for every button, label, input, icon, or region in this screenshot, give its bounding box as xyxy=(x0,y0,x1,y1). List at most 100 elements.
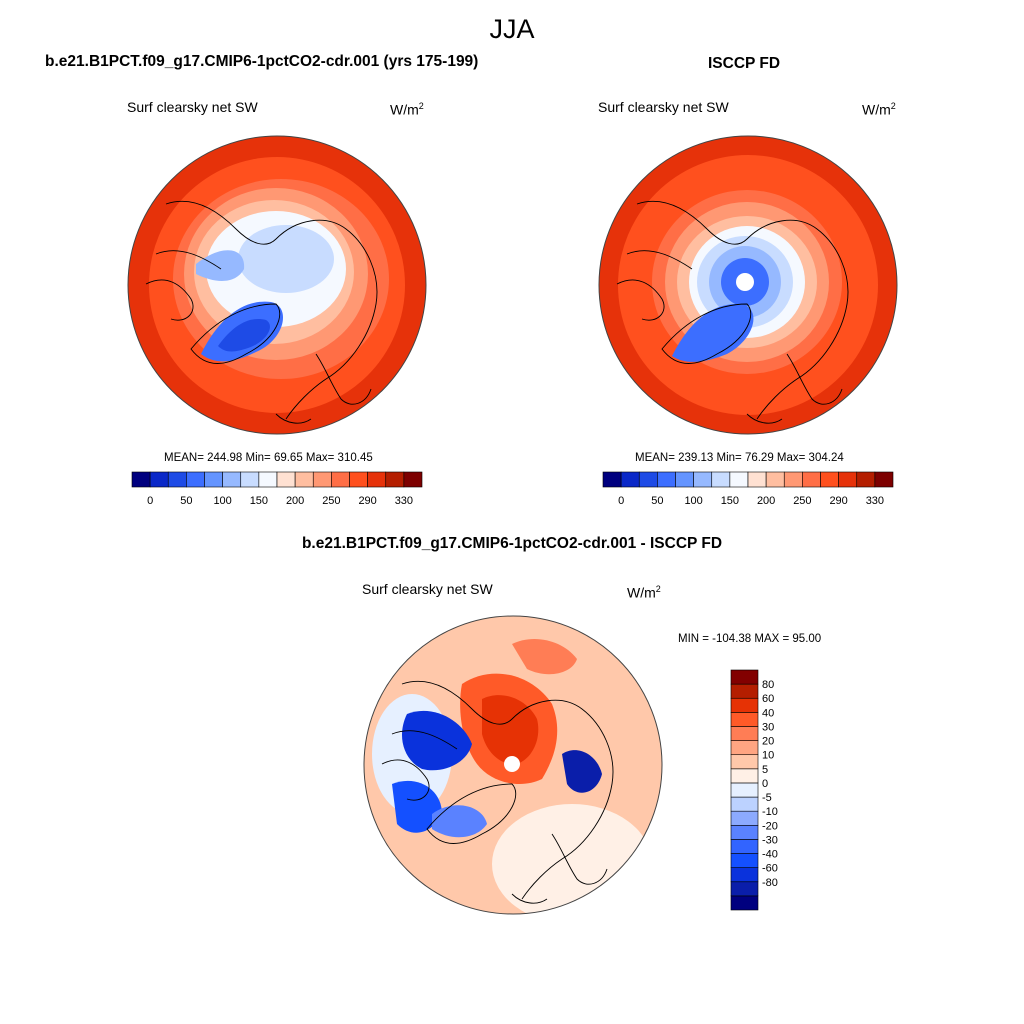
obs-colorbar-cell xyxy=(638,471,658,488)
model-colorbar-cell xyxy=(131,471,151,488)
model-polar-map xyxy=(127,135,427,435)
diff-polar-hole xyxy=(504,756,520,772)
obs-colorbar-cell xyxy=(675,471,694,488)
obs-colorbar-cell xyxy=(765,471,785,488)
model-greenland-lowest xyxy=(218,319,270,352)
diff-field-band-minus20 xyxy=(432,805,487,838)
model-colorbar-tick-label: 290 xyxy=(358,495,376,507)
model-colorbar-cell xyxy=(331,471,350,488)
obs-colorbar-cell xyxy=(838,471,858,488)
diff-colorbar-cell xyxy=(730,824,759,840)
model-coastlines xyxy=(145,200,378,424)
diff-colorbar-tick-label: -80 xyxy=(762,877,778,889)
obs-colorbar-tick-label: 50 xyxy=(651,495,663,507)
diff-colorbar-cell xyxy=(730,839,759,854)
obs-colorbar-cell xyxy=(856,471,876,488)
model-colorbar-cell xyxy=(294,471,314,488)
model-colorbar-cell xyxy=(204,471,223,488)
diff-colorbar-cell xyxy=(730,683,759,699)
obs-colorbar-tick-label: 250 xyxy=(793,495,811,507)
diff-colorbar-tick-label: -40 xyxy=(762,849,778,861)
obs-coastlines xyxy=(616,200,849,424)
obs-colorbar-cell xyxy=(747,471,767,488)
model-panel-title: b.e21.B1PCT.f09_g17.CMIP6-1pctCO2-cdr.00… xyxy=(45,53,479,70)
obs-colorbar: 0 50 100 150 200 250 290 330 xyxy=(602,471,894,507)
model-field-band-150 xyxy=(238,225,334,293)
diff-colorbar-cell xyxy=(730,796,759,812)
diff-field-band-30 xyxy=(512,639,577,675)
diff-colorbar-tick-label: 5 xyxy=(762,764,768,776)
model-colorbar-tick-label: 50 xyxy=(180,495,192,507)
diff-coastlines xyxy=(381,680,614,904)
diff-colorbar-tick-label: 80 xyxy=(762,679,774,691)
obs-map-outline xyxy=(598,135,898,435)
obs-panel-title: ISCCP FD xyxy=(708,55,781,72)
obs-units: W/m2 xyxy=(862,101,896,118)
model-units: W/m2 xyxy=(390,101,424,118)
model-archipelago xyxy=(196,250,245,281)
diff-colorbar-cell xyxy=(730,726,759,741)
diff-colorbar-cell xyxy=(730,881,759,897)
diff-colorbar-cell xyxy=(730,768,759,784)
diff-colorbar: 80 60 40 30 20 10 5 0 -5 -10 -20 -30 -40 -60 -80 xyxy=(730,669,778,911)
diff-field-band-minus60 xyxy=(562,750,602,793)
model-colorbar-cell xyxy=(258,471,278,488)
model-colorbar-cell xyxy=(349,471,368,488)
obs-colorbar-cell xyxy=(657,471,676,488)
diff-colorbar-tick-label: 30 xyxy=(762,721,774,733)
model-colorbar-cell xyxy=(403,471,423,488)
model-colorbar-cell xyxy=(385,471,405,488)
diff-colorbar-tick-label: -60 xyxy=(762,863,778,875)
obs-colorbar-tick-label: 290 xyxy=(829,495,847,507)
diff-colorbar-cell xyxy=(730,853,759,868)
obs-colorbar-cell xyxy=(820,471,839,488)
model-colorbar: 0 50 100 150 200 250 290 330 xyxy=(131,471,423,507)
diff-colorbar-cell xyxy=(730,867,759,883)
model-colorbar-tick-label: 330 xyxy=(395,495,413,507)
diff-colorbar-tick-label: 0 xyxy=(762,778,768,790)
model-colorbar-cell xyxy=(312,471,332,488)
diff-colorbar-cell xyxy=(730,697,759,713)
obs-colorbar-cell xyxy=(729,471,749,488)
diff-field-band-60 xyxy=(482,695,539,765)
diff-panel-title: b.e21.B1PCT.f09_g17.CMIP6-1pctCO2-cdr.00… xyxy=(301,535,723,552)
diff-colorbar-tick-label: -5 xyxy=(762,792,772,804)
obs-colorbar-cell xyxy=(783,471,803,488)
diff-colorbar-tick-label: -30 xyxy=(762,834,778,846)
diff-field-band-minus30 xyxy=(392,780,442,833)
diff-variable-label: Surf clearsky net SW xyxy=(362,581,493,597)
model-colorbar-cell xyxy=(222,471,242,488)
obs-colorbar-cell xyxy=(602,471,622,488)
diff-colorbar-cell xyxy=(730,895,759,911)
model-stats: MEAN= 244.98 Min= 69.65 Max= 310.45 xyxy=(164,452,373,464)
diff-polar-map xyxy=(363,615,663,915)
diff-field-band-minus40 xyxy=(402,710,472,771)
obs-colorbar-tick-label: 150 xyxy=(721,495,739,507)
obs-colorbar-tick-label: 330 xyxy=(866,495,884,507)
model-colorbar-tick-label: 0 xyxy=(147,495,153,507)
obs-polar-hole xyxy=(736,273,754,291)
model-colorbar-cell xyxy=(186,471,205,488)
diff-units: W/m2 xyxy=(627,584,661,601)
figure-title: JJA xyxy=(489,14,535,44)
model-colorbar-tick-label: 100 xyxy=(213,495,231,507)
model-colorbar-cell xyxy=(367,471,387,488)
model-colorbar-cell xyxy=(167,471,187,488)
diff-colorbar-tick-label: -10 xyxy=(762,806,778,818)
obs-colorbar-cell xyxy=(620,471,640,488)
obs-colorbar-tick-label: 200 xyxy=(757,495,775,507)
diff-colorbar-cell xyxy=(730,782,759,798)
model-colorbar-tick-label: 250 xyxy=(322,495,340,507)
model-colorbar-cell xyxy=(276,471,296,488)
obs-stats: MEAN= 239.13 Min= 76.29 Max= 304.24 xyxy=(635,452,844,464)
diff-colorbar-cell xyxy=(730,712,759,727)
diff-colorbar-cell xyxy=(730,740,759,756)
obs-variable-label: Surf clearsky net SW xyxy=(598,99,729,115)
diff-colorbar-tick-label: 60 xyxy=(762,693,774,705)
model-colorbar-tick-label: 150 xyxy=(250,495,268,507)
obs-colorbar-tick-label: 0 xyxy=(618,495,624,507)
model-variable-label: Surf clearsky net SW xyxy=(127,99,258,115)
obs-colorbar-cell xyxy=(693,471,713,488)
diff-stats: MIN = -104.38 MAX = 95.00 xyxy=(678,633,822,645)
obs-polar-map xyxy=(598,135,898,435)
